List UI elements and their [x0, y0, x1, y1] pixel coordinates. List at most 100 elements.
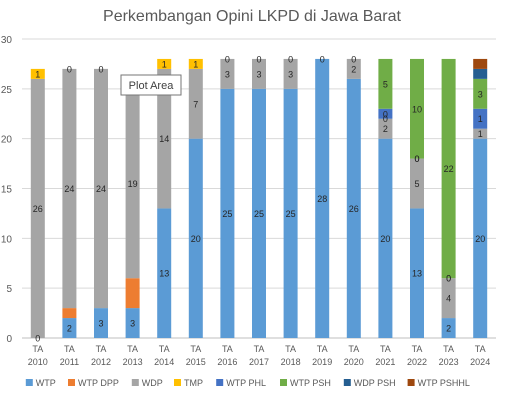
bar-segment-tmp[interactable] — [157, 58, 172, 69]
bar-segment-wtp[interactable] — [157, 208, 172, 338]
bar-segment-wtp[interactable] — [220, 88, 235, 338]
legend-swatch — [216, 379, 224, 386]
legend-item-wtp-dpp[interactable]: WTP DPP — [78, 378, 119, 388]
data-label: 20 — [475, 234, 485, 244]
x-tick-label: 2023 — [439, 357, 459, 367]
data-label: 13 — [159, 269, 169, 279]
data-label: 1 — [478, 114, 483, 124]
data-label: 0 — [35, 334, 40, 344]
bars[interactable] — [30, 58, 488, 338]
legend-swatch — [174, 379, 181, 386]
bar-segment-wtp-phl[interactable] — [473, 108, 488, 129]
bar-segment-wtp-psh[interactable] — [410, 58, 424, 159]
y-tick-label: 15 — [1, 185, 13, 196]
x-tick-label: 2024 — [470, 357, 490, 367]
data-labels: 0261224032403191314120712530253025302802… — [33, 54, 485, 343]
legend-item-wdp-psh[interactable]: WDP PSH — [354, 378, 396, 388]
bar-segment-wdp[interactable] — [346, 58, 361, 79]
x-tick-label: TA — [254, 344, 265, 354]
bar-segment-wdp[interactable] — [283, 58, 298, 89]
bar-segment-wtp[interactable] — [315, 58, 330, 338]
x-tick-label: 2011 — [60, 357, 79, 367]
x-tick-label: TA — [348, 344, 359, 354]
data-label: 0 — [256, 54, 261, 64]
bar-segment-wdp-psh[interactable] — [473, 68, 488, 79]
x-tick-label: 2020 — [344, 357, 364, 367]
bar-segment-wtp-psh[interactable] — [378, 58, 393, 109]
x-tick-label: 2021 — [375, 357, 395, 367]
bar-segment-wtp[interactable] — [252, 88, 266, 338]
bar-segment-wdp[interactable] — [30, 78, 45, 338]
data-label: 26 — [33, 204, 43, 214]
bar-segment-wdp[interactable] — [125, 88, 140, 279]
bar-segment-wtp-dpp[interactable] — [62, 308, 77, 319]
data-label: 0 — [383, 114, 388, 124]
bar-segment-wtp[interactable] — [378, 138, 393, 338]
legend-swatch — [68, 379, 75, 386]
bar-segment-wdp[interactable] — [378, 118, 393, 139]
data-label: 0 — [67, 64, 72, 74]
bar-segment-wtp-dpp[interactable] — [125, 278, 140, 309]
data-label: 13 — [412, 269, 422, 279]
bar-segment-wtp-phl[interactable] — [378, 108, 393, 119]
bar-segment-wtp[interactable] — [473, 138, 488, 338]
data-label: 1 — [35, 69, 40, 79]
x-tick-label: TA — [412, 344, 423, 354]
data-label: 10 — [412, 104, 422, 114]
bar-segment-wdp[interactable] — [252, 58, 266, 89]
data-label: 5 — [383, 79, 388, 89]
data-label: 14 — [159, 134, 169, 144]
bar-segment-wdp[interactable] — [188, 68, 203, 139]
y-tick-label: 25 — [1, 85, 13, 96]
bar-segment-wtp[interactable] — [410, 208, 424, 338]
legend-item-wtp-phl[interactable]: WTP PHL — [226, 378, 266, 388]
data-label: 24 — [64, 184, 74, 194]
legend-item-wdp[interactable]: WDP — [142, 378, 163, 388]
data-label: 25 — [286, 209, 296, 219]
bar-segment-wdp[interactable] — [441, 278, 456, 319]
bar-segment-wdp[interactable] — [157, 68, 172, 209]
bar-segment-wdp[interactable] — [473, 128, 488, 139]
data-label: 7 — [193, 99, 198, 109]
bar-segment-tmp[interactable] — [188, 58, 203, 69]
bar-segment-wtp[interactable] — [188, 138, 203, 338]
legend-item-wtp[interactable]: WTP — [36, 378, 56, 388]
legend-swatch — [25, 379, 33, 386]
bar-segment-wtp[interactable] — [441, 318, 456, 338]
x-tick-label: TA — [285, 344, 296, 354]
bar-segment-wtp-psh[interactable] — [473, 78, 488, 109]
bar-segment-wdp[interactable] — [220, 58, 235, 89]
data-label: 5 — [414, 179, 419, 189]
y-tick-label: 30 — [1, 35, 13, 46]
legend-item-tmp[interactable]: TMP — [184, 378, 203, 388]
bar-segment-wtp[interactable] — [62, 318, 77, 338]
bar-segment-wtp-pshhl[interactable] — [473, 58, 488, 69]
legend-item-wtp-psh[interactable]: WTP PSH — [290, 378, 331, 388]
y-tick-label: 5 — [6, 284, 12, 295]
x-tick-label: 2018 — [281, 357, 301, 367]
x-tick-label: 2019 — [312, 357, 332, 367]
data-label: 2 — [383, 124, 388, 134]
bar-segment-tmp[interactable] — [30, 68, 45, 79]
x-tick-label: TA — [317, 344, 328, 354]
data-label: 0 — [98, 64, 103, 74]
bar-segment-wtp[interactable] — [346, 78, 361, 338]
x-tick-label: TA — [127, 344, 138, 354]
x-tick-label: TA — [159, 344, 170, 354]
data-label: 0 — [446, 274, 451, 284]
legend-item-wtp-pshhl[interactable]: WTP PSHHL — [418, 378, 470, 388]
data-label: 22 — [444, 164, 454, 174]
bar-segment-wtp[interactable] — [125, 308, 140, 338]
x-tick-label: 2012 — [91, 357, 111, 367]
x-tick-label: 2013 — [123, 357, 143, 367]
bar-segment-wtp[interactable] — [283, 88, 298, 338]
bar-segment-wdp[interactable] — [410, 158, 424, 209]
bar-segment-wtp[interactable] — [94, 308, 108, 338]
bar-segment-wtp-psh[interactable] — [441, 58, 456, 279]
bar-segment-wdp[interactable] — [94, 68, 108, 309]
data-label: 3 — [478, 89, 483, 99]
data-label: 1 — [193, 59, 198, 69]
legend[interactable]: WTP WTP DPP WDP TMP WTP PHL WTP PSH WDP PSH WTP… — [25, 378, 470, 388]
bar-segment-wdp[interactable] — [62, 68, 77, 309]
